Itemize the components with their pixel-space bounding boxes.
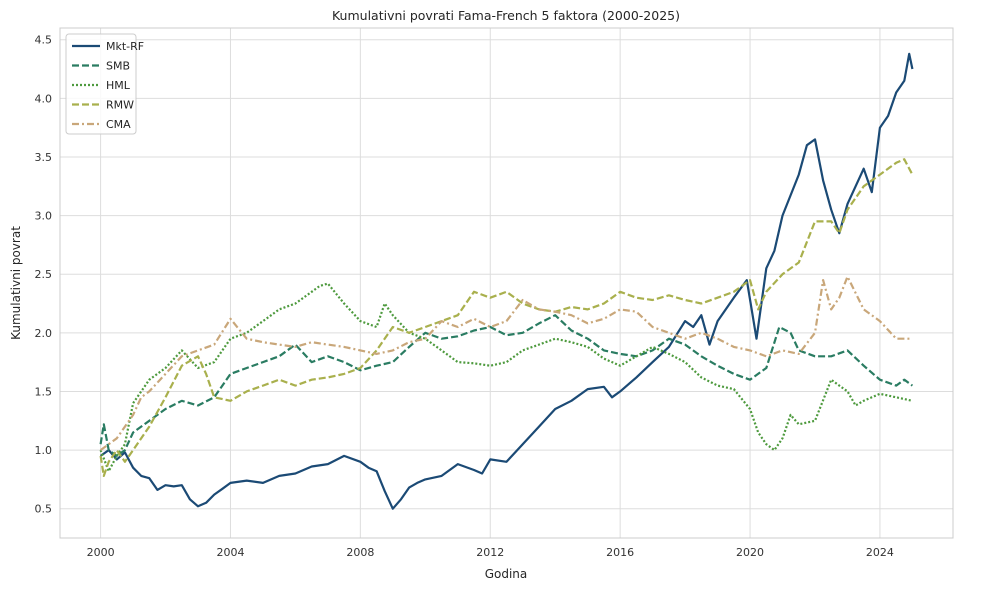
y-tick-labels: 0.5 1.0 1.5 2.0 2.5 3.0 3.5 4.0 4.5 bbox=[35, 34, 53, 516]
y-tick-label: 2.0 bbox=[35, 327, 53, 340]
x-tick-labels: 2000 2004 2008 2012 2016 2020 2024 bbox=[87, 546, 894, 559]
series-line-cma bbox=[99, 275, 913, 451]
y-tick-label: 4.5 bbox=[35, 34, 53, 47]
legend-label-cma: CMA bbox=[106, 118, 131, 131]
x-tick-label: 2004 bbox=[216, 546, 244, 559]
series-line-rmw bbox=[99, 158, 914, 477]
legend-label-mkt-rf: Mkt-RF bbox=[106, 40, 144, 53]
y-tick-label: 0.5 bbox=[35, 503, 53, 516]
y-tick-label: 3.0 bbox=[35, 210, 53, 223]
x-tick-label: 2000 bbox=[87, 546, 115, 559]
series-line-hml bbox=[99, 282, 913, 473]
x-tick-label: 2020 bbox=[736, 546, 764, 559]
x-tick-label: 2008 bbox=[346, 546, 374, 559]
x-tick-label: 2012 bbox=[476, 546, 504, 559]
chart-title: Kumulativni povrati Fama-French 5 faktor… bbox=[332, 8, 680, 23]
series-line-smb bbox=[99, 314, 914, 457]
legend-label-rmw: RMW bbox=[106, 99, 134, 112]
y-tick-label: 1.5 bbox=[35, 385, 53, 398]
legend: Mkt-RF SMB HML RMW CMA bbox=[65, 33, 144, 135]
y-tick-label: 1.0 bbox=[35, 444, 53, 457]
legend-label-hml: HML bbox=[106, 79, 131, 92]
legend-box bbox=[65, 33, 137, 135]
y-axis-title: Kumulativni povrat bbox=[9, 226, 23, 340]
grid bbox=[60, 28, 953, 538]
series-group bbox=[99, 52, 914, 510]
y-tick-label: 3.5 bbox=[35, 151, 53, 164]
x-axis-title: Godina bbox=[485, 567, 528, 581]
y-tick-label: 2.5 bbox=[35, 268, 53, 281]
series-line-mkt-rf bbox=[99, 52, 914, 510]
plot-frame bbox=[59, 27, 954, 539]
y-tick-label: 4.0 bbox=[35, 92, 53, 105]
x-tick-label: 2024 bbox=[866, 546, 894, 559]
legend-label-smb: SMB bbox=[106, 60, 130, 73]
x-tick-label: 2016 bbox=[606, 546, 634, 559]
